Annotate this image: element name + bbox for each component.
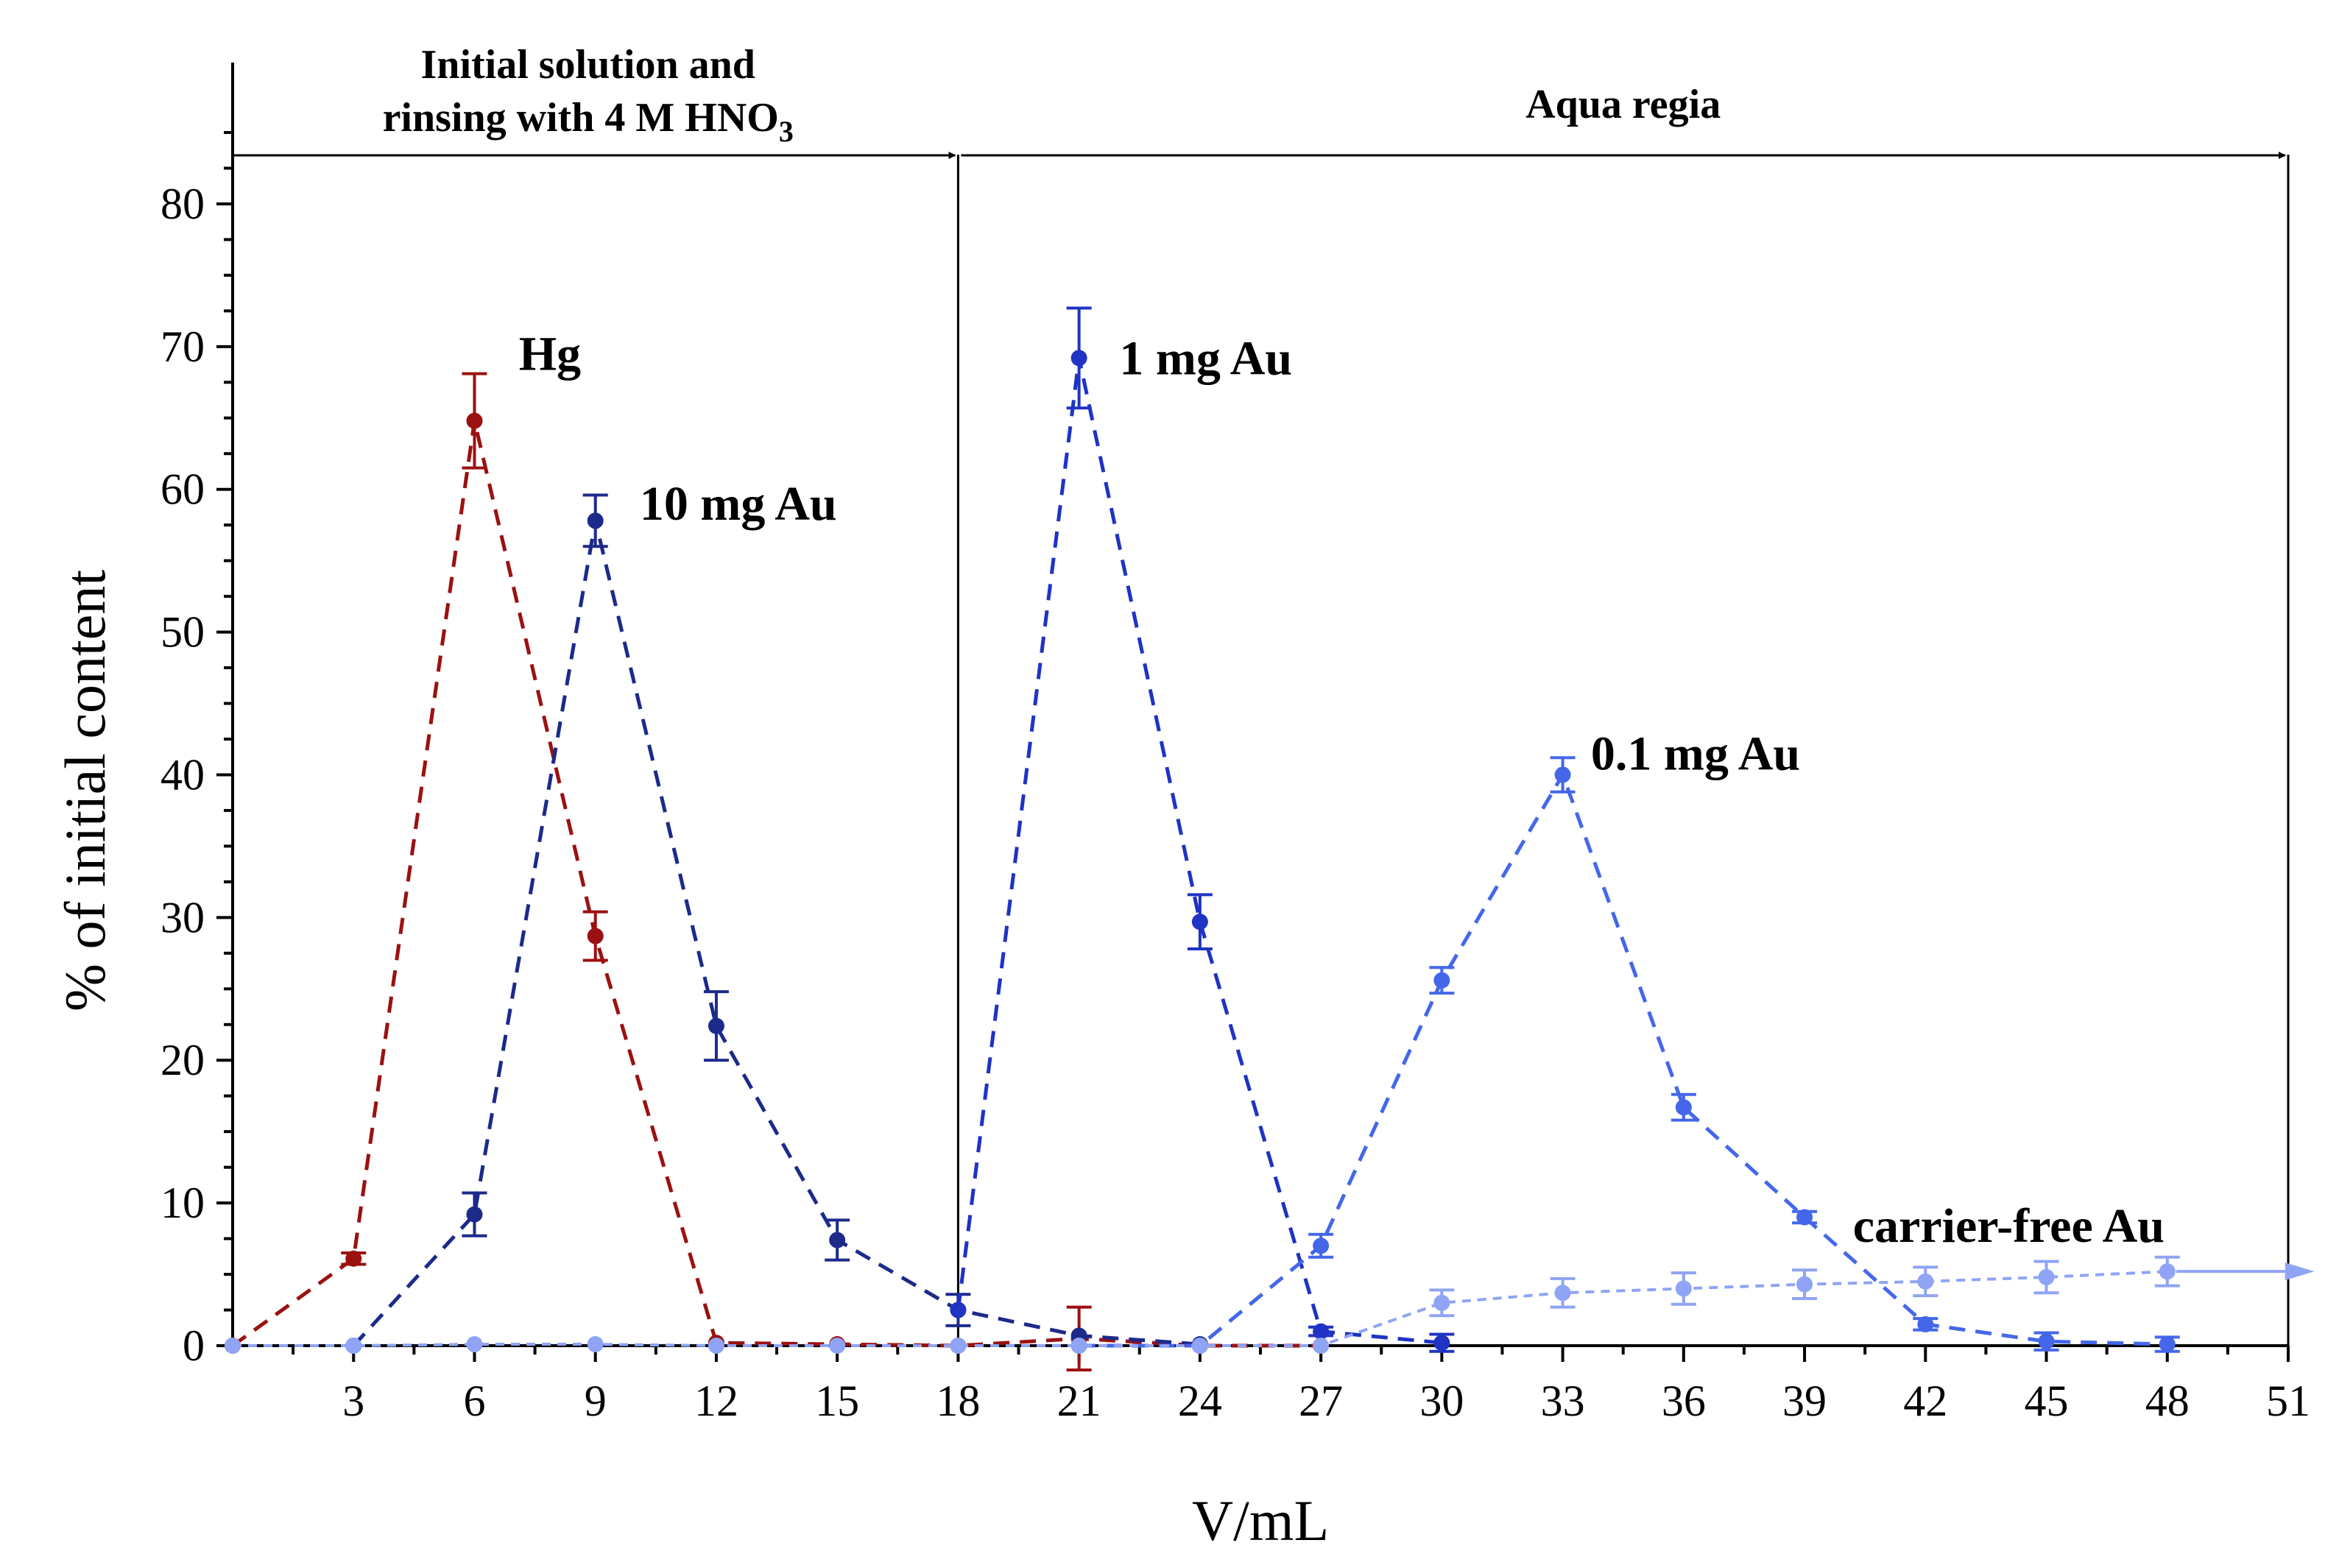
data-point <box>829 1232 846 1249</box>
series-line <box>233 1270 2167 1347</box>
series-1-mg-au <box>950 306 1455 1353</box>
data-point <box>1675 1280 1692 1297</box>
y-tick-label: 40 <box>160 750 205 799</box>
region-annotations: Initial solution and rinsing with 4 M HNO… <box>233 42 2286 159</box>
data-point <box>466 412 483 429</box>
y-tick-label: 30 <box>160 893 205 942</box>
region-label-initial-text: rinsing with 4 M HNO <box>383 95 779 141</box>
data-point <box>1070 1338 1087 1354</box>
y-tick-label: 0 <box>183 1321 205 1370</box>
x-tick-label: 36 <box>1662 1377 1706 1425</box>
series-carrier-free-au <box>225 1255 2180 1354</box>
region-label-aqua-regia: Aqua regia <box>1525 82 1721 127</box>
x-tick-label: 18 <box>936 1377 980 1425</box>
y-tick-label: 20 <box>160 1036 205 1084</box>
x-tick-label: 30 <box>1419 1377 1464 1425</box>
y-tick-label: 70 <box>160 322 205 371</box>
series-label: Hg <box>519 328 581 381</box>
x-tick-label: 9 <box>585 1377 607 1425</box>
data-point <box>466 1336 483 1353</box>
data-point <box>1796 1209 1813 1226</box>
x-tick-label: 45 <box>2025 1377 2069 1425</box>
data-point <box>950 1302 967 1318</box>
x-tick-label: 12 <box>694 1377 738 1425</box>
data-point <box>1433 972 1450 989</box>
y-tick-label: 10 <box>160 1179 205 1227</box>
series-line <box>352 520 1201 1347</box>
data-point <box>2038 1333 2055 1350</box>
series-line <box>1079 770 2167 1348</box>
y-axis-title: % of initial content <box>53 570 117 1011</box>
series-10-mg-au <box>345 493 1208 1354</box>
x-tick-label: 24 <box>1178 1377 1222 1425</box>
x-axis-title: V/mL <box>1192 1488 1329 1553</box>
axes: 3 6 9 12 15 18 21 24 27 30 33 36 39 42 45 48 51010203040… <box>160 131 2310 1425</box>
data-point <box>466 1206 483 1223</box>
data-point <box>1313 1323 1330 1340</box>
x-tick-label: 33 <box>1541 1377 1585 1425</box>
data-point <box>2038 1268 2055 1285</box>
data-point <box>829 1338 846 1354</box>
data-point <box>1191 914 1208 930</box>
region-label-initial-subscript: 3 <box>779 115 794 148</box>
data-point <box>1313 1338 1330 1354</box>
data-point <box>1433 1294 1450 1311</box>
series-layer <box>225 306 2315 1371</box>
data-point <box>1675 1099 1692 1116</box>
x-tick-label: 42 <box>1903 1377 1947 1425</box>
carrier-free-arrow-head <box>2285 1262 2315 1281</box>
data-point <box>587 928 604 944</box>
data-point <box>587 512 604 529</box>
series-line <box>956 357 1442 1345</box>
region-label-initial-line1: Initial solution and <box>421 42 755 88</box>
data-point <box>1433 1335 1450 1352</box>
x-tick-label: 3 <box>342 1377 364 1425</box>
region-label-initial-line2: rinsing with 4 M HNO3 <box>383 95 794 148</box>
data-point <box>345 1338 362 1354</box>
x-tick-label: 27 <box>1299 1377 1343 1425</box>
y-tick-label: 80 <box>160 180 205 228</box>
data-point <box>1917 1316 1934 1332</box>
data-point <box>1554 766 1571 783</box>
data-point <box>1191 1338 1208 1354</box>
data-point <box>1313 1237 1330 1254</box>
data-point <box>345 1250 362 1267</box>
y-tick-label: 60 <box>160 465 205 514</box>
y-tick-label: 50 <box>160 608 205 657</box>
x-tick-label: 39 <box>1782 1377 1827 1425</box>
data-point <box>587 1336 604 1353</box>
data-point <box>708 1017 724 1034</box>
x-tick-label: 51 <box>2266 1377 2310 1425</box>
data-point <box>225 1338 241 1354</box>
series-line <box>231 420 1322 1348</box>
carrier-free-arrow <box>2176 1262 2315 1281</box>
x-tick-label: 15 <box>815 1377 859 1425</box>
series-labels: Hg 10 mg Au 1 mg Au 0.1 mg Au carrier-free A… <box>519 328 2165 1254</box>
data-point <box>708 1338 724 1354</box>
data-point <box>950 1338 967 1354</box>
data-point <box>1070 350 1087 367</box>
series-0.1-mg-au <box>1070 756 2180 1354</box>
series-label: 10 mg Au <box>640 477 837 531</box>
data-point <box>1796 1276 1813 1293</box>
data-point <box>2159 1263 2176 1280</box>
data-point <box>1554 1285 1571 1302</box>
x-tick-label: 6 <box>463 1377 485 1425</box>
x-tick-label: 21 <box>1057 1377 1101 1425</box>
x-tick-label: 48 <box>2145 1377 2190 1425</box>
data-point <box>2159 1336 2176 1353</box>
data-point <box>1917 1273 1934 1290</box>
series-label: carrier-free Au <box>1853 1199 2165 1253</box>
series-label: 0.1 mg Au <box>1591 727 1800 780</box>
series-label: 1 mg Au <box>1119 331 1292 385</box>
